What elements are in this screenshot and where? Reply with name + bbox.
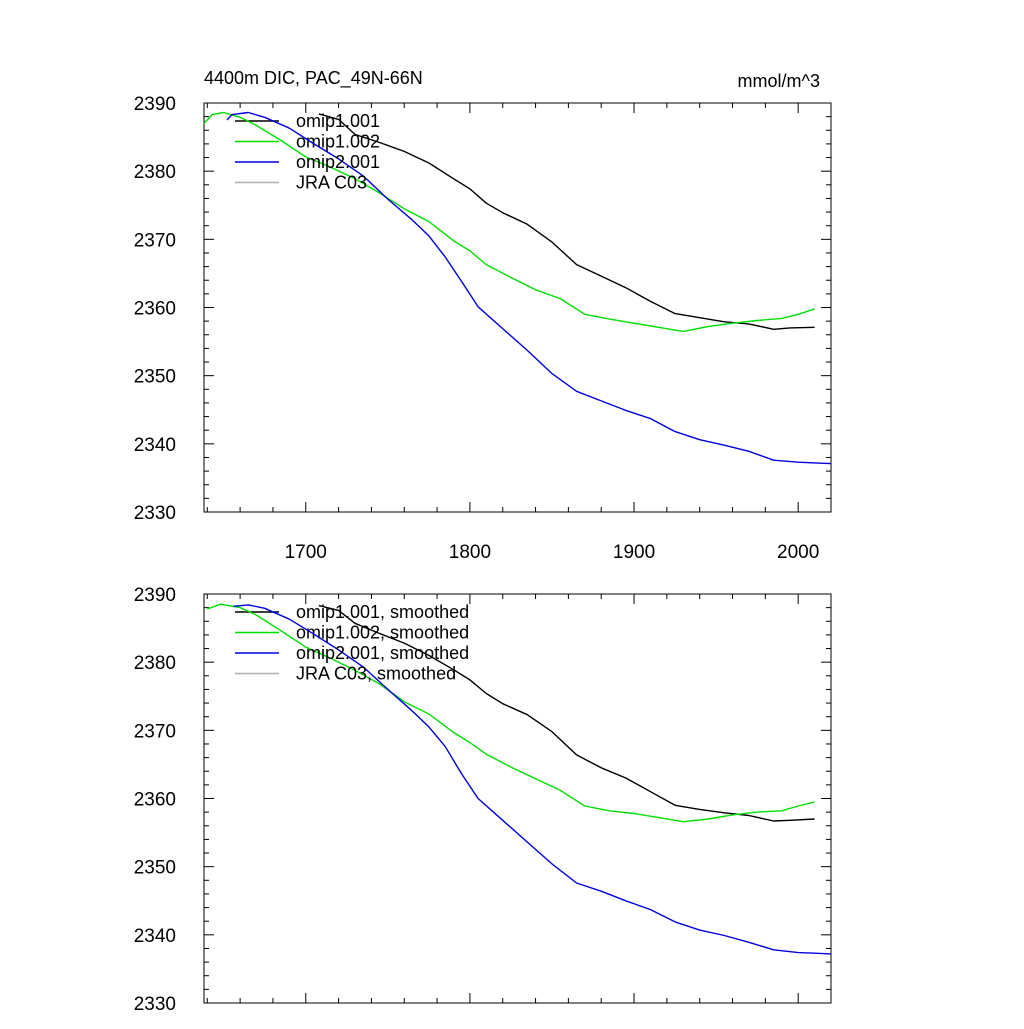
y-tick-label: 2350 bbox=[134, 858, 176, 879]
y-tick-label: 2370 bbox=[134, 721, 176, 742]
y-tick-label: 2390 bbox=[134, 94, 176, 115]
series-line-1 bbox=[318, 604, 815, 822]
y-tick-label: 2350 bbox=[134, 367, 176, 388]
series-line-2 bbox=[203, 111, 815, 333]
panel-2: 2330 2340 2350 2360 2370 2380 2390 omip1.001, s… bbox=[134, 585, 832, 1015]
legend-label: omip1.001, smoothed bbox=[296, 602, 469, 622]
legend-label: omip1.002 bbox=[296, 132, 380, 152]
x-tick-label: 1800 bbox=[449, 542, 491, 563]
units-label: mmol/m^3 bbox=[738, 71, 820, 91]
figure-title: 4400m DIC, PAC_49N-66N bbox=[204, 68, 423, 89]
y-tick-label: 2380 bbox=[134, 653, 176, 674]
y-tick-label: 2390 bbox=[134, 585, 176, 606]
legend-label: omip2.001, smoothed bbox=[296, 643, 469, 663]
legend-label: JRA C03, smoothed bbox=[296, 664, 456, 684]
series-line-2 bbox=[207, 603, 815, 823]
y-tick-label: 2360 bbox=[134, 790, 176, 811]
y-tick-label: 2360 bbox=[134, 299, 176, 320]
legend-label: omip1.001 bbox=[296, 111, 380, 131]
y-tick-label: 2380 bbox=[134, 162, 176, 183]
y-tick-label: 2370 bbox=[134, 230, 176, 251]
legend-label: omip1.002, smoothed bbox=[296, 623, 469, 643]
series-line-1 bbox=[318, 113, 815, 330]
x-tick-label: 1900 bbox=[613, 542, 655, 563]
panel-1: 2330 2340 2350 2360 2370 2380 2390 1700 1800 1900… bbox=[134, 94, 832, 563]
y-tick-label: 2330 bbox=[134, 994, 176, 1015]
series-line-3 bbox=[226, 111, 832, 465]
legend-label: JRA C03 bbox=[296, 173, 367, 193]
y-tick-label: 2340 bbox=[134, 926, 176, 947]
x-tick-label: 2000 bbox=[777, 542, 819, 563]
x-tick-label: 1700 bbox=[285, 542, 327, 563]
legend-label: omip2.001 bbox=[296, 152, 380, 172]
y-tick-label: 2340 bbox=[134, 435, 176, 456]
series-line-3 bbox=[233, 604, 832, 955]
y-tick-label: 2330 bbox=[134, 503, 176, 524]
